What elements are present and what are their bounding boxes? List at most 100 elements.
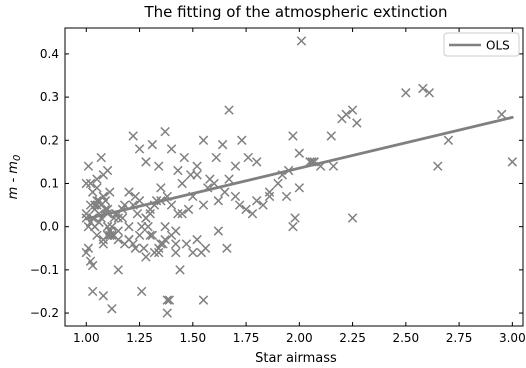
y-axis-label-main: m - m [6,161,21,199]
x-tick-label: 1.25 [126,331,153,345]
data-point [230,161,241,171]
data-point [124,221,134,232]
data-point [162,308,172,318]
data-point [243,152,253,163]
legend-label-ols: OLS [486,39,510,53]
data-point [134,144,145,154]
data-point-stroke-b [166,200,177,210]
data-point-stroke-b [177,178,187,189]
data-point [198,295,209,305]
data-point [188,247,198,258]
data-point [341,109,351,120]
data-point-stroke-b [119,200,130,210]
data-point-stroke-b [90,204,100,215]
data-point-stroke-b [173,208,183,219]
data-point [98,239,109,249]
y-axis-label-subscript: 0 [12,155,23,161]
x-tick-label: 2.25 [339,331,366,345]
data-point [175,265,185,275]
data-point-stroke-b [113,213,123,223]
data-point [247,208,258,219]
data-point-stroke-b [507,157,518,167]
data-point [294,148,305,158]
data-point-stroke-b [243,152,253,163]
data-point [92,196,102,206]
data-point-stroke-b [128,131,138,141]
data-point-stroke-b [264,191,275,202]
data-point-stroke-b [183,204,194,215]
data-point [198,200,209,210]
data-point-stroke-b [220,187,230,197]
data-point-stroke-b [87,260,98,271]
data-point [328,161,339,171]
data-point [192,234,202,245]
data-point [107,221,117,232]
data-point [134,230,145,241]
data-point-stroke-b [124,221,134,232]
y-tick-label: −0.2 [30,306,59,320]
data-point [98,234,109,245]
x-tick-label: 2.75 [446,331,473,345]
data-point-stroke-b [92,174,102,184]
data-point [81,208,92,219]
x-tick-label: 3.00 [499,331,526,345]
data-point [433,161,443,171]
data-point [81,178,92,189]
data-point [294,183,305,193]
data-point [183,204,194,215]
data-point-stroke-b [179,152,190,163]
data-point-stroke-b [211,152,221,163]
data-point-stroke-b [401,88,411,98]
data-point-stroke-b [105,230,115,241]
data-point [213,196,224,206]
data-point-stroke-b [141,157,151,167]
data-point [241,204,251,215]
data-point-stroke-b [130,191,141,202]
data-point-stroke-b [113,226,123,236]
data-point [153,161,164,171]
y-tick-label: 0.2 [40,133,59,147]
data-point [107,303,117,314]
data-point [139,243,149,253]
data-point [288,221,298,232]
data-point-stroke-b [213,196,224,206]
data-point-stroke-b [107,221,117,232]
data-point [173,165,183,176]
data-point [136,286,147,297]
data-point-stroke-b [237,135,247,146]
data-point [224,105,234,115]
data-point [160,234,170,245]
data-point [264,191,275,202]
data-point [85,178,96,189]
data-point [166,144,177,154]
data-point-stroke-b [85,217,96,228]
data-point-stroke-b [213,226,224,236]
data-point-stroke-b [230,191,241,202]
data-point-stroke-b [85,178,96,189]
data-point-stroke-b [264,187,275,197]
data-point [162,295,172,305]
data-point-stroke-b [98,234,109,245]
data-point [147,230,158,241]
data-point [83,243,94,253]
data-point-stroke-b [224,105,234,115]
fit-line-group [84,116,514,221]
data-point-stroke-b [153,247,164,258]
data-point-stroke-b [258,200,268,210]
data-point-stroke-b [107,230,117,241]
data-point [234,200,245,210]
data-point-stroke-b [92,196,102,206]
data-point-stroke-b [102,204,113,215]
x-tick-label: 1.50 [179,331,206,345]
data-point-stroke-b [241,204,251,215]
data-point-stroke-b [143,221,153,232]
data-point-stroke-b [281,191,292,202]
data-point-stroke-b [166,144,177,154]
data-point [230,191,241,202]
data-point-stroke-b [134,230,145,241]
data-point [83,161,94,171]
data-point [96,152,106,163]
data-point [141,157,151,167]
data-point [98,191,109,202]
data-point-stroke-b [175,265,185,275]
